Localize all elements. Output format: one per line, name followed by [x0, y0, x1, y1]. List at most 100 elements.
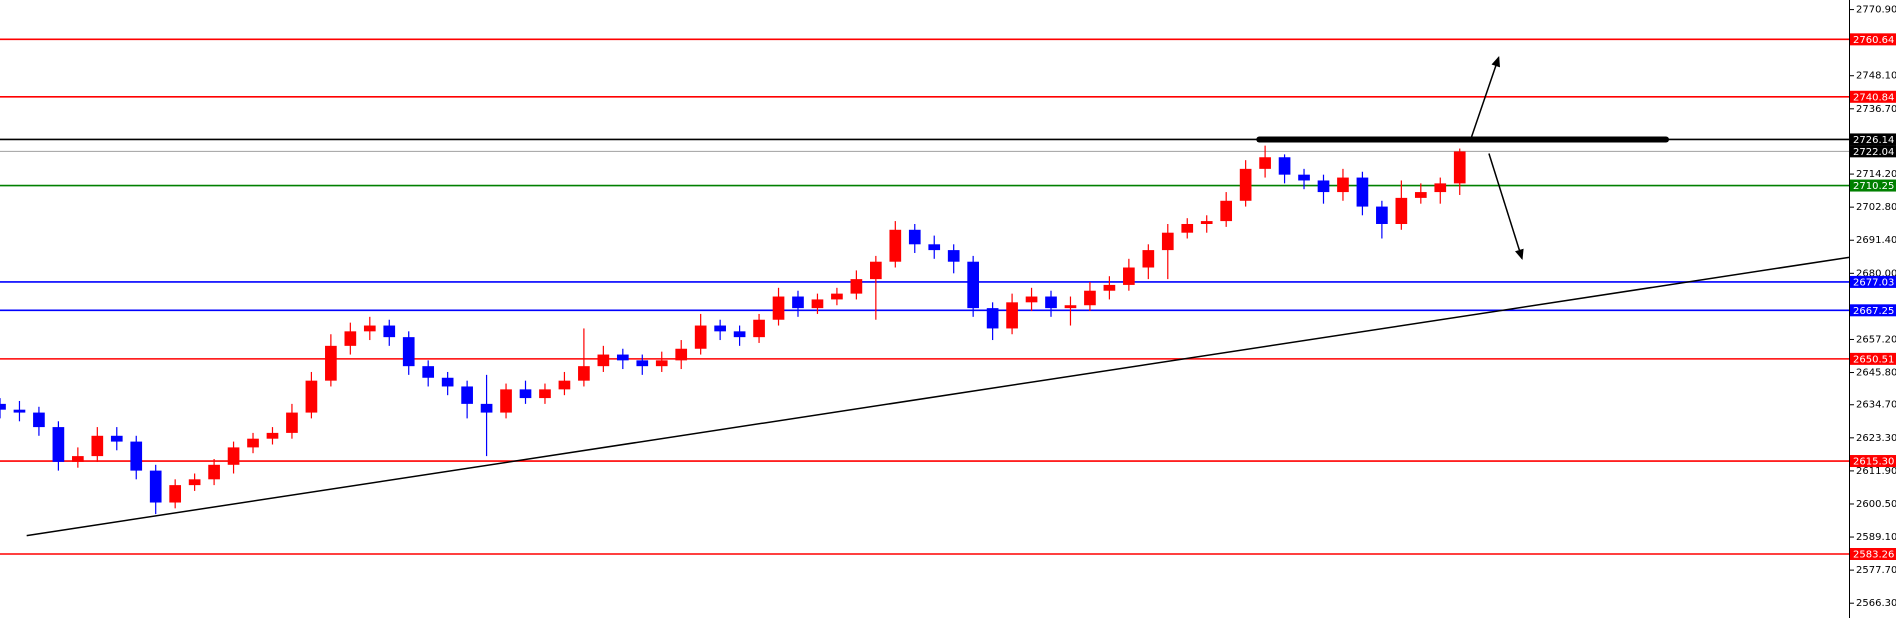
candle-body — [1434, 183, 1447, 193]
candle-body — [792, 296, 804, 309]
candle-body — [1337, 177, 1349, 193]
candle-body — [247, 438, 259, 448]
candle-body — [1045, 296, 1057, 309]
candle-body — [208, 464, 220, 480]
candle-body — [1453, 151, 1466, 184]
candle-body — [967, 261, 979, 309]
y-tick-label: 2645.80 — [1856, 368, 1896, 379]
candle-body — [1181, 223, 1194, 233]
candle-body — [1317, 180, 1330, 193]
candle-body — [1123, 267, 1135, 285]
candle-body — [33, 412, 45, 428]
level-label-box — [1850, 455, 1896, 468]
candle-body — [772, 296, 785, 320]
level-label: 2760.64 — [1853, 35, 1894, 46]
candle-body — [441, 377, 454, 387]
level-label-box — [1850, 90, 1896, 103]
y-tick-label: 2623.30 — [1856, 433, 1896, 444]
candle-body — [1278, 157, 1291, 175]
y-tick-label: 2748.10 — [1856, 71, 1896, 82]
candle-body — [870, 261, 882, 280]
y-tick-label: 2714.20 — [1856, 169, 1896, 180]
level-label-box — [1850, 145, 1896, 158]
candle-body — [519, 389, 532, 399]
candle-body — [500, 389, 512, 413]
candle-body — [597, 354, 610, 367]
candle-body — [344, 331, 357, 346]
candle-body — [286, 412, 298, 433]
y-tick-label: 2634.70 — [1856, 400, 1896, 411]
trend-line — [26, 256, 1850, 537]
y-tick-label: 2680.00 — [1856, 268, 1896, 279]
candle-body — [72, 456, 84, 462]
candle-body — [1356, 177, 1369, 207]
candle-body — [733, 331, 746, 338]
candle-body — [1259, 157, 1271, 169]
candle-body — [1084, 290, 1096, 306]
candle-body — [0, 403, 6, 410]
candle-body — [266, 432, 279, 439]
candle-body — [422, 366, 435, 378]
candle-body — [402, 337, 415, 367]
y-tick-label: 2702.80 — [1856, 202, 1896, 213]
level-label-box — [1850, 352, 1896, 365]
candle-body — [188, 479, 201, 486]
candle-body — [831, 293, 843, 300]
level-label-box — [1850, 547, 1896, 560]
level-label: 2615.30 — [1853, 457, 1894, 468]
candle-body — [461, 386, 473, 404]
y-tick-label: 2600.50 — [1856, 499, 1896, 510]
y-tick-label: 2611.90 — [1856, 466, 1896, 477]
candle-body — [928, 244, 941, 251]
y-tick-label: 2577.70 — [1856, 565, 1896, 576]
candle-body — [694, 325, 707, 349]
level-label-box — [1850, 133, 1896, 146]
candle-body — [1200, 221, 1213, 224]
candle-body — [889, 229, 902, 262]
y-tick-label: 2770.90 — [1856, 5, 1896, 16]
candle-body — [305, 380, 318, 413]
y-tick-label: 2589.10 — [1856, 532, 1896, 543]
level-label: 2726.14 — [1853, 135, 1894, 146]
candle-body — [1298, 174, 1310, 181]
level-label: 2740.84 — [1853, 92, 1894, 103]
arrow — [1488, 153, 1524, 260]
candle-body — [1414, 192, 1427, 198]
candle-body — [91, 435, 104, 457]
candle-body — [986, 308, 999, 329]
level-label-box — [1850, 304, 1896, 317]
candle-body — [1376, 206, 1388, 224]
candle-body — [811, 299, 824, 309]
candle-body — [149, 470, 162, 503]
candle-body — [1006, 302, 1018, 329]
y-tick-label: 2566.30 — [1856, 598, 1896, 609]
candle-body — [1103, 284, 1116, 291]
level-label-box — [1850, 179, 1896, 192]
candle-body — [1239, 168, 1252, 201]
candle-body — [539, 389, 551, 399]
level-label: 2583.26 — [1853, 549, 1894, 560]
candle-body — [578, 366, 590, 381]
candle-body — [616, 354, 629, 361]
candle-body — [383, 325, 396, 338]
candle-body — [558, 380, 571, 390]
candle-body — [675, 348, 688, 361]
candle-body — [52, 427, 65, 462]
level-label: 2677.03 — [1853, 277, 1894, 288]
candle-body — [714, 325, 726, 332]
candle-body — [325, 345, 337, 381]
candle-body — [169, 485, 182, 503]
candle-body — [753, 319, 765, 338]
candle-body — [1161, 232, 1174, 251]
candle-body — [1395, 197, 1408, 224]
candle-body — [947, 250, 960, 262]
level-label: 2667.25 — [1853, 306, 1894, 317]
y-tick-label: 2736.70 — [1856, 104, 1896, 115]
level-label: 2650.51 — [1853, 354, 1894, 365]
level-label-box — [1850, 33, 1896, 46]
y-tick-label: 2691.40 — [1856, 235, 1896, 246]
level-label-box — [1850, 275, 1896, 288]
level-label: 2710.25 — [1853, 181, 1894, 192]
